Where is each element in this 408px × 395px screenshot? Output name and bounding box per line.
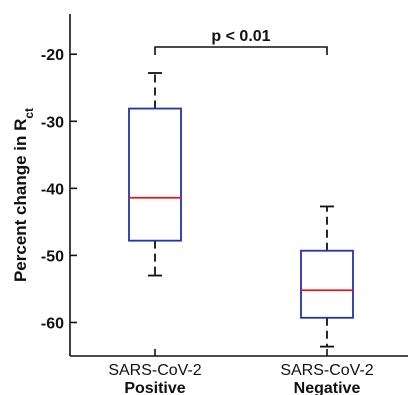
boxes: [128, 72, 354, 348]
y-tick-label: -40: [41, 181, 64, 198]
y-axis-title-main: Percent change in R: [11, 119, 30, 282]
p-value-label: p < 0.01: [211, 28, 270, 45]
y-tick-label: -30: [41, 114, 64, 131]
category-label-line2: Positive: [124, 380, 185, 395]
interquartile-box: [128, 107, 182, 242]
significance-annotation: p < 0.01: [154, 28, 328, 55]
y-tick-label: -20: [41, 47, 64, 64]
axes: [69, 14, 408, 357]
y-axis-title: Percent change in Rct: [11, 108, 36, 282]
category-label-line2: Negative: [294, 380, 361, 395]
box-group-2: [300, 205, 354, 348]
category-label-line1: SARS-CoV-2: [280, 362, 373, 379]
y-tick-label: -60: [41, 315, 64, 332]
category-label-line1: SARS-CoV-2: [108, 362, 201, 379]
y-tick-label: -50: [41, 248, 64, 265]
significance-bracket: [154, 46, 328, 55]
y-axis-title-subscript: ct: [22, 108, 36, 119]
box-group-1: [128, 72, 182, 277]
interquartile-box: [300, 249, 354, 319]
y-ticks: -20 -30 -40 -50 -60: [41, 47, 77, 332]
